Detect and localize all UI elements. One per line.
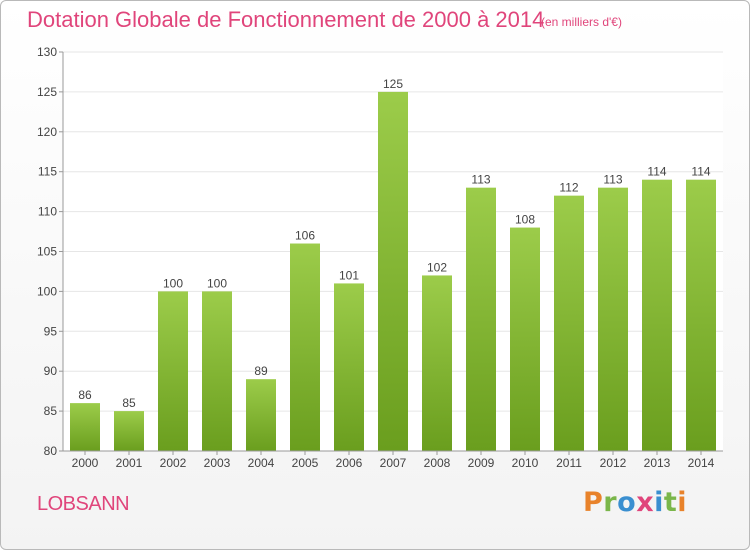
bar (422, 275, 452, 451)
bar (598, 187, 628, 451)
bar (246, 379, 276, 451)
data-label: 108 (515, 213, 535, 227)
x-tick-label: 2006 (336, 456, 363, 470)
logo-letter: r (603, 487, 618, 518)
data-label: 100 (207, 276, 227, 290)
x-tick-label: 2008 (424, 456, 451, 470)
x-tick-label: 2011 (556, 456, 582, 470)
y-tick-label: 115 (38, 165, 57, 179)
bar (290, 243, 320, 451)
x-tick-label: 2002 (160, 456, 187, 470)
data-label: 112 (559, 181, 578, 195)
bar (202, 291, 232, 451)
logo-letter: i (654, 487, 664, 518)
y-tick-label: 100 (37, 284, 57, 298)
bar (334, 283, 364, 451)
y-tick-label: 130 (37, 45, 57, 59)
x-tick-label: 2007 (380, 456, 407, 470)
town-name: LOBSANN (37, 493, 130, 515)
data-label: 125 (383, 77, 403, 91)
proxiti-logo[interactable]: Proxiti (583, 487, 687, 518)
y-tick-label: 95 (44, 324, 58, 338)
data-label: 86 (78, 388, 92, 402)
data-label: 106 (295, 229, 315, 243)
x-tick-label: 2005 (292, 456, 319, 470)
bar (510, 227, 540, 451)
data-label: 100 (163, 276, 183, 290)
y-tick-label: 85 (44, 404, 58, 418)
x-tick-label: 2000 (72, 456, 99, 470)
data-label: 114 (647, 165, 666, 179)
bar (114, 411, 144, 451)
x-tick-label: 2009 (468, 456, 495, 470)
logo-letter: t (663, 487, 678, 518)
logo-letter: P (583, 487, 604, 518)
y-tick-label: 110 (38, 205, 57, 219)
logo-letter: x (636, 487, 655, 518)
bar (466, 187, 496, 451)
logo-letter: i (677, 487, 688, 518)
bar (554, 195, 584, 451)
x-tick-label: 2003 (204, 456, 231, 470)
x-tick-label: 2012 (600, 456, 627, 470)
data-label: 113 (603, 173, 622, 187)
y-tick-label: 90 (44, 364, 58, 378)
bar (686, 179, 716, 451)
data-label: 85 (122, 396, 136, 410)
x-tick-label: 2004 (248, 456, 275, 470)
bar (378, 91, 408, 452)
y-tick-label: 80 (44, 444, 58, 458)
bar (158, 291, 188, 451)
y-tick-label: 120 (37, 125, 57, 139)
bar (642, 179, 672, 451)
data-label: 113 (471, 173, 490, 187)
x-tick-label: 2001 (116, 456, 143, 470)
x-tick-label: 2013 (644, 456, 671, 470)
chart-units: (en milliers d'€) (541, 15, 622, 29)
data-label: 89 (254, 364, 268, 378)
data-label: 114 (691, 165, 710, 179)
x-tick-label: 2014 (688, 456, 715, 470)
chart-title: Dotation Globale de Fonctionnement de 20… (27, 7, 545, 32)
y-tick-label: 125 (37, 85, 57, 99)
bar (70, 403, 100, 451)
y-tick-label: 105 (37, 245, 57, 259)
data-label: 101 (339, 268, 359, 282)
data-label: 102 (427, 260, 447, 274)
logo-letter: o (617, 487, 637, 518)
x-tick-label: 2010 (512, 456, 539, 470)
